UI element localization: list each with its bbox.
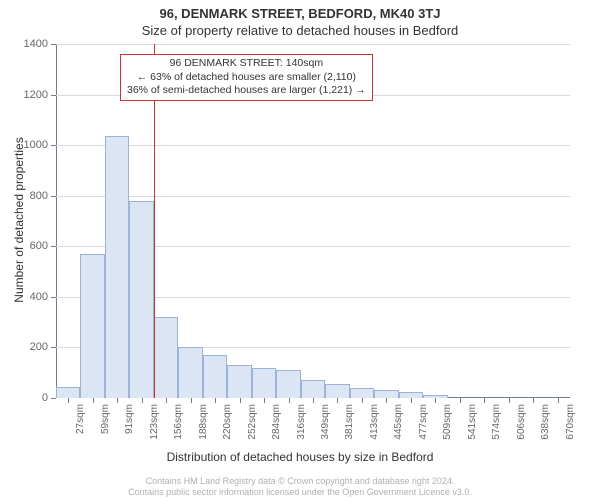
x-tick bbox=[460, 398, 461, 403]
bar bbox=[178, 347, 202, 398]
x-tick-label: 123sqm bbox=[146, 398, 160, 440]
y-tick-label: 1200 bbox=[24, 89, 56, 101]
y-axis-title: Number of detached properties bbox=[12, 137, 26, 302]
x-axis-title: Distribution of detached houses by size … bbox=[167, 450, 434, 464]
x-tick-label: 59sqm bbox=[97, 398, 111, 434]
callout-line: 36% of semi-detached houses are larger (… bbox=[127, 84, 366, 98]
callout-line: ← 63% of detached houses are smaller (2,… bbox=[127, 71, 366, 85]
bar bbox=[56, 387, 80, 398]
x-tick-label: 27sqm bbox=[72, 398, 86, 434]
x-tick bbox=[484, 398, 485, 403]
y-tick-label: 800 bbox=[30, 190, 56, 202]
x-tick-label: 156sqm bbox=[170, 398, 184, 440]
bar bbox=[301, 380, 325, 398]
x-tick-label: 638sqm bbox=[537, 398, 551, 440]
attribution-line1: Contains HM Land Registry data © Crown c… bbox=[146, 476, 455, 486]
x-tick bbox=[411, 398, 412, 403]
x-tick-label: 477sqm bbox=[415, 398, 429, 440]
x-tick bbox=[240, 398, 241, 403]
page-title-line1: 96, DENMARK STREET, BEDFORD, MK40 3TJ bbox=[10, 6, 590, 21]
bar bbox=[80, 254, 104, 398]
x-tick bbox=[166, 398, 167, 403]
x-tick bbox=[264, 398, 265, 403]
x-tick-label: 413sqm bbox=[366, 398, 380, 440]
x-tick bbox=[362, 398, 363, 403]
x-tick-label: 91sqm bbox=[121, 398, 135, 434]
x-tick bbox=[215, 398, 216, 403]
x-tick-label: 316sqm bbox=[293, 398, 307, 440]
bar bbox=[203, 355, 227, 398]
x-tick-label: 220sqm bbox=[219, 398, 233, 440]
bar bbox=[105, 136, 129, 398]
y-tick-label: 600 bbox=[30, 240, 56, 252]
x-tick bbox=[533, 398, 534, 403]
x-tick bbox=[93, 398, 94, 403]
x-tick-label: 670sqm bbox=[562, 398, 576, 440]
y-tick-label: 400 bbox=[30, 291, 56, 303]
x-tick-label: 541sqm bbox=[464, 398, 478, 440]
callout-box: 96 DENMARK STREET: 140sqm← 63% of detach… bbox=[120, 54, 373, 101]
x-tick-label: 381sqm bbox=[341, 398, 355, 440]
gridline bbox=[56, 196, 570, 197]
x-tick bbox=[558, 398, 559, 403]
y-tick-label: 1400 bbox=[24, 38, 56, 50]
x-tick-label: 349sqm bbox=[317, 398, 331, 440]
x-tick bbox=[142, 398, 143, 403]
gridline bbox=[56, 145, 570, 146]
x-tick bbox=[117, 398, 118, 403]
attribution-text: Contains HM Land Registry data © Crown c… bbox=[0, 474, 600, 500]
x-tick-label: 284sqm bbox=[268, 398, 282, 440]
x-tick-label: 509sqm bbox=[439, 398, 453, 440]
y-tick-label: 1000 bbox=[24, 139, 56, 151]
x-tick-label: 606sqm bbox=[513, 398, 527, 440]
page-title-line2: Size of property relative to detached ho… bbox=[10, 23, 590, 38]
callout-line: 96 DENMARK STREET: 140sqm bbox=[127, 57, 366, 71]
x-tick-label: 445sqm bbox=[390, 398, 404, 440]
attribution-line2: Contains public sector information licen… bbox=[128, 487, 472, 497]
x-tick-label: 188sqm bbox=[195, 398, 209, 440]
bar bbox=[154, 317, 178, 398]
bar bbox=[374, 390, 398, 398]
x-tick bbox=[313, 398, 314, 403]
gridline bbox=[56, 44, 570, 45]
bar bbox=[227, 365, 251, 398]
bar bbox=[276, 370, 300, 398]
y-tick-label: 0 bbox=[42, 392, 56, 404]
bar bbox=[252, 368, 276, 398]
x-tick bbox=[386, 398, 387, 403]
x-tick bbox=[68, 398, 69, 403]
bar bbox=[129, 201, 153, 398]
x-tick-label: 252sqm bbox=[244, 398, 258, 440]
x-tick bbox=[191, 398, 192, 403]
chart-plot-area: 020040060080010001200140027sqm59sqm91sqm… bbox=[56, 44, 570, 398]
x-tick-label: 574sqm bbox=[488, 398, 502, 440]
y-axis-line bbox=[56, 44, 57, 398]
y-tick-label: 200 bbox=[30, 341, 56, 353]
chart-container: 96, DENMARK STREET, BEDFORD, MK40 3TJ Si… bbox=[0, 0, 600, 500]
x-tick bbox=[509, 398, 510, 403]
x-tick bbox=[435, 398, 436, 403]
bar bbox=[325, 384, 349, 398]
x-tick bbox=[337, 398, 338, 403]
x-tick bbox=[289, 398, 290, 403]
bar bbox=[350, 388, 374, 398]
